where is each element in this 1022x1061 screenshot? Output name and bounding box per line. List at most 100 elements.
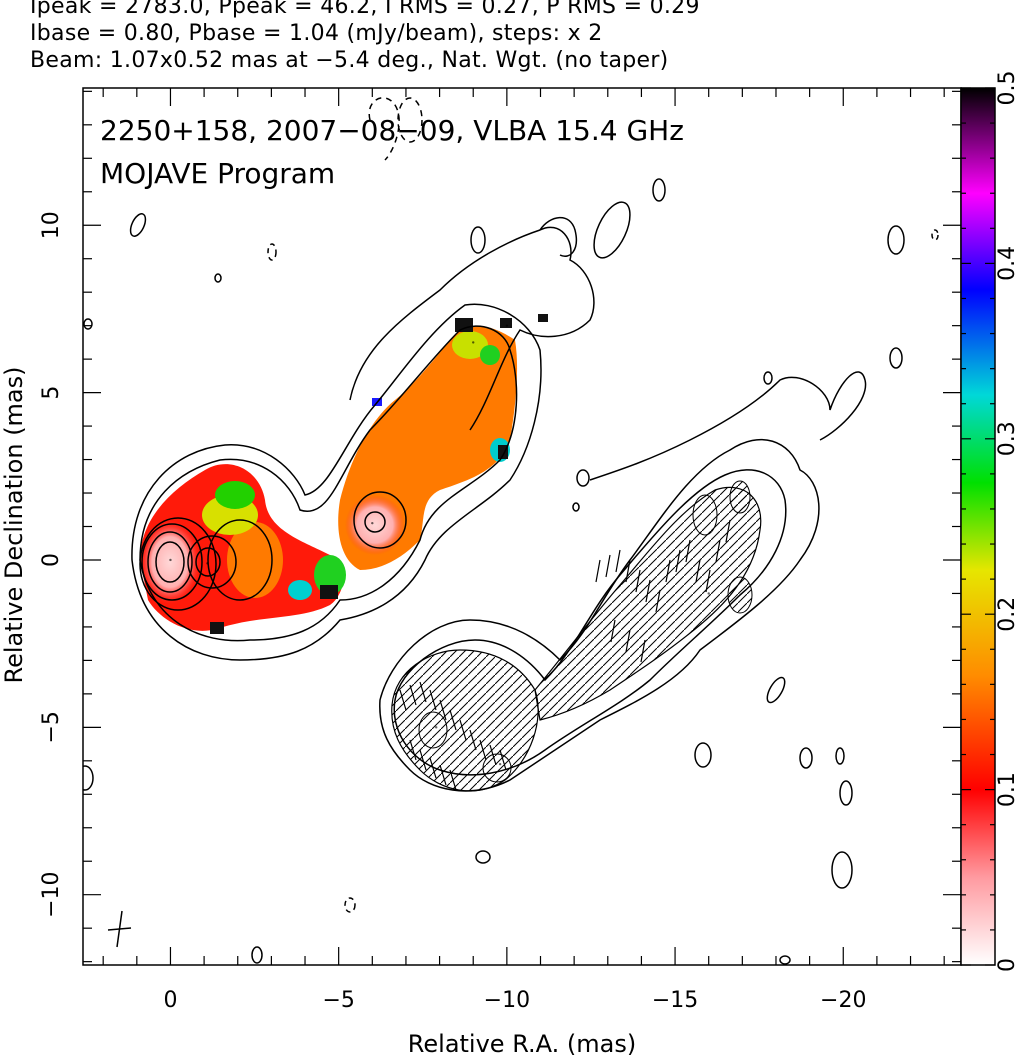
- evpa-vectors: [399, 519, 731, 791]
- pol-green-jet-2: [480, 345, 500, 365]
- contour-island: [83, 765, 94, 791]
- intensity-contours: [83, 97, 939, 965]
- source-title: 2250+158, 2007−08−09, VLBA 15.4 GHz: [100, 114, 684, 147]
- y-tick-label: −5: [39, 711, 64, 743]
- colorbar: [960, 87, 996, 966]
- contour-south-jet: [393, 469, 787, 776]
- beam-minor: [107, 927, 132, 931]
- component-marker: [707, 592, 710, 595]
- program-title: MOJAVE Program: [100, 157, 335, 190]
- component-marker: [505, 324, 509, 327]
- contour-island: [831, 851, 853, 889]
- y-tick-label: 0: [39, 553, 64, 567]
- contour-comp-1: [187, 535, 237, 589]
- header-line-2: Ibase = 0.80, Pbase = 1.04 (mJy/beam), s…: [30, 21, 603, 46]
- pol-intensity-knot: [692, 494, 718, 536]
- contour-island: [593, 201, 631, 259]
- header-line-3: Beam: 1.07x0.52 mas at −5.4 deg., Nat. W…: [30, 48, 669, 73]
- x-axis-ticks: [102, 88, 945, 965]
- x-tick-label: −15: [652, 988, 698, 1013]
- contour-island: [694, 742, 712, 768]
- contour-south-jet: [379, 439, 820, 792]
- pol-peak-comp: [345, 495, 405, 555]
- evpa-vector: [595, 519, 731, 663]
- evpa-vector: [399, 681, 507, 791]
- y-tick-label: −10: [39, 871, 64, 917]
- component-marker: [472, 341, 475, 344]
- contour-island: [763, 371, 773, 385]
- contour-island: [251, 946, 263, 964]
- contour-outer-ridge: [589, 371, 867, 481]
- pol-edge-4: [210, 622, 224, 634]
- pol-yellow-jet: [452, 331, 488, 359]
- pol-cyan-jet-1: [288, 580, 312, 600]
- pol-edge-2: [455, 318, 473, 332]
- contour-island: [889, 347, 903, 369]
- contour-island: [779, 955, 791, 965]
- pol-intensity-knot: [729, 480, 751, 514]
- contour-negative: [368, 97, 400, 161]
- y-axis-title: Relative Declination (mas): [0, 366, 28, 683]
- colorbar-labels: 0 0.1 0.2 0.3 0.4 0.5: [995, 71, 1020, 973]
- contour-island: [129, 213, 147, 237]
- pol-edge-5: [538, 314, 548, 322]
- y-tick-label: 5: [39, 386, 64, 400]
- pol-intensity-knot: [418, 711, 448, 749]
- pol-green-patch: [215, 481, 255, 509]
- contour-negative: [267, 243, 277, 261]
- contour-island: [887, 225, 905, 255]
- pol-edge-6: [498, 445, 508, 459]
- colorbar-tick-label: 0.5: [995, 71, 1020, 106]
- component-marker: [169, 558, 172, 562]
- x-tick-label: −10: [484, 988, 530, 1013]
- y-axis-ticks: [83, 90, 961, 963]
- colorbar-tick-label: 0.1: [995, 772, 1020, 807]
- contour-island: [214, 273, 222, 283]
- contour-negative: [344, 897, 356, 913]
- contour-island: [766, 676, 786, 704]
- contour-comp-2: [364, 511, 386, 533]
- contour-island: [799, 747, 813, 769]
- contour-core: [147, 531, 193, 593]
- component-markers: [169, 324, 710, 766]
- contour-negative: [931, 229, 939, 241]
- pol-intensity-knot: [482, 753, 512, 783]
- y-axis-labels: 10 5 0 −5 −10: [39, 211, 64, 918]
- colorbar-tick-label: 0.2: [995, 597, 1020, 632]
- x-tick-label: 0: [163, 988, 177, 1013]
- contour-envelope: [139, 325, 518, 642]
- pol-intensity-lobe-1: [391, 649, 539, 792]
- beam-indicator: [107, 910, 132, 948]
- colorbar-tick-label: 0.3: [995, 421, 1020, 456]
- component-marker: [371, 521, 374, 525]
- polarized-intensity-regions: [391, 480, 762, 792]
- contour-island: [470, 226, 486, 254]
- contour-comp-1: [195, 547, 221, 577]
- colorbar-ticks: [961, 87, 995, 966]
- contour-island: [475, 850, 491, 864]
- colorbar-tick-label: 0.4: [995, 246, 1020, 281]
- pol-edge-1: [320, 585, 338, 599]
- y-tick-label: 10: [39, 211, 64, 239]
- pol-intensity-lobe-2: [534, 486, 762, 721]
- contour-island: [83, 318, 93, 330]
- contour-envelope: [131, 303, 542, 661]
- contour-island: [839, 780, 853, 806]
- component-marker: [435, 726, 438, 729]
- x-axis-title: Relative R.A. (mas): [408, 1030, 636, 1058]
- contour-negative: [397, 97, 423, 143]
- contour-core: [141, 523, 203, 601]
- header-line-1: Ipeak = 2783.0, Ppeak = 46.2, I RMS = 0.…: [30, 0, 700, 19]
- component-marker: [498, 762, 502, 766]
- x-axis-labels: 0 −5 −10 −15 −20: [163, 988, 866, 1013]
- contour-outer-jet: [539, 216, 577, 257]
- contour-comp-1: [207, 519, 273, 601]
- x-tick-label: −20: [820, 988, 866, 1013]
- x-tick-label: −5: [322, 988, 354, 1013]
- contour-island: [576, 469, 590, 487]
- contour-core: [155, 541, 185, 583]
- colorbar-tick-label: 0: [995, 958, 1020, 972]
- contour-island: [572, 502, 580, 512]
- contour-island: [835, 747, 845, 765]
